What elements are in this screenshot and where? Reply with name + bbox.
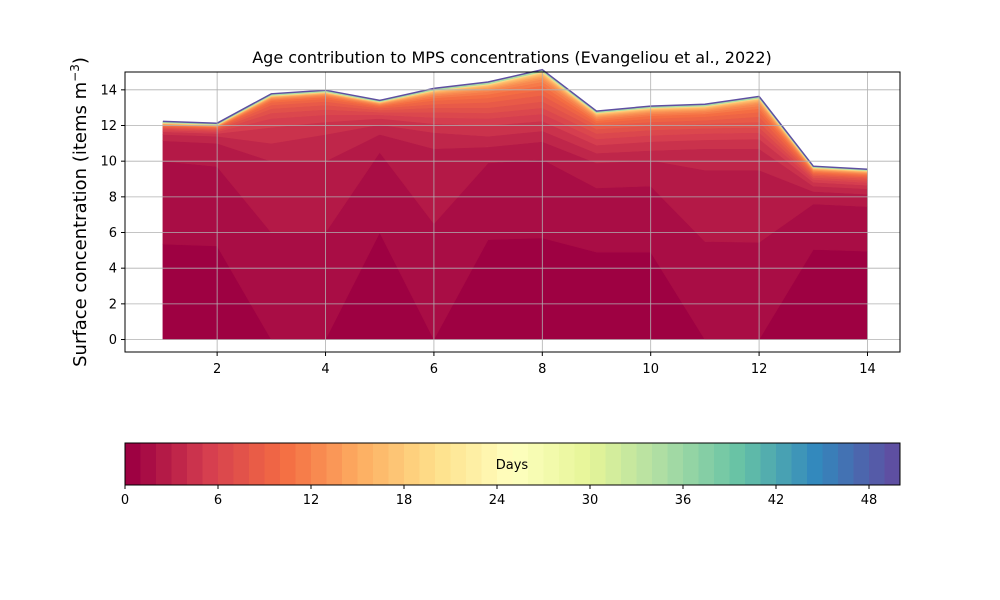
y-axis: 0 2 4 6 8 10 12 14 — [100, 83, 125, 348]
colorbar-tick-label: 18 — [396, 493, 413, 508]
colorbar-cell — [202, 443, 219, 485]
y-tick-label: 6 — [109, 226, 117, 241]
y-axis-label: Surface concentration (items m−3) — [68, 57, 91, 367]
y-axis-label-suffix: ) — [70, 57, 91, 64]
x-tick-label: 4 — [321, 362, 329, 377]
colorbar-cell — [311, 443, 327, 485]
colorbar-cell — [342, 443, 358, 485]
y-axis-label-exponent: −3 — [68, 64, 82, 82]
colorbar-tick-label: 12 — [303, 493, 320, 508]
colorbar-cell — [450, 443, 467, 485]
colorbar-cell — [652, 443, 668, 485]
y-tick-label: 4 — [109, 262, 117, 277]
x-axis: 2 4 6 8 10 12 14 — [213, 352, 876, 377]
y-tick-label: 12 — [100, 119, 117, 134]
colorbar-cell — [233, 443, 250, 485]
colorbar: Days 0 6 12 18 24 30 36 42 48 — [121, 442, 901, 508]
colorbar-cell — [853, 443, 870, 485]
x-tick-label: 14 — [859, 362, 876, 377]
colorbar-cell — [760, 443, 777, 485]
colorbar-cell — [435, 443, 451, 485]
colorbar-cell — [373, 443, 389, 485]
y-tick-label: 14 — [100, 83, 117, 98]
colorbar-cell — [497, 443, 513, 485]
plot-frame — [124, 71, 901, 353]
colorbar-cell — [326, 443, 343, 485]
colorbar-frame — [124, 442, 901, 486]
colorbar-cell — [404, 443, 420, 485]
colorbar-cell — [466, 443, 482, 485]
colorbar-tick-label: 0 — [121, 493, 129, 508]
colorbar-cell — [683, 443, 699, 485]
colorbar-cell — [388, 443, 405, 485]
colorbar-cell — [698, 443, 715, 485]
chart-title: Age contribution to MPS concentrations (… — [252, 48, 772, 67]
colorbar-cell — [295, 443, 312, 485]
colorbar-cell — [481, 443, 498, 485]
colorbar-cell — [869, 443, 885, 485]
colorbar-cell — [357, 443, 374, 485]
colorbar-cell — [264, 443, 281, 485]
colorbar-cell — [822, 443, 839, 485]
x-tick-label: 10 — [642, 362, 659, 377]
colorbar-cell — [884, 443, 901, 485]
colorbar-cell — [776, 443, 792, 485]
colorbar-cell — [838, 443, 854, 485]
colorbar-cell — [140, 443, 157, 485]
y-axis-label-prefix: Surface concentration (items m — [70, 82, 91, 367]
colorbar-cell — [636, 443, 653, 485]
colorbar-cell — [729, 443, 746, 485]
colorbar-cell — [667, 443, 684, 485]
colorbar-cell — [187, 443, 203, 485]
colorbar-tick-label: 30 — [582, 493, 599, 508]
stacked-areas — [162, 68, 868, 341]
colorbar-cell — [125, 443, 141, 485]
colorbar-cell — [714, 443, 730, 485]
colorbar-cell — [171, 443, 188, 485]
colorbar-cell — [621, 443, 637, 485]
y-tick-label: 8 — [109, 190, 117, 205]
colorbar-cell — [280, 443, 296, 485]
colorbar-cell — [791, 443, 808, 485]
colorbar-tick-label: 48 — [861, 493, 878, 508]
colorbar-cell — [605, 443, 622, 485]
colorbar-cell — [512, 443, 529, 485]
colorbar-tick-label: 24 — [489, 493, 506, 508]
colorbar-label: Days — [496, 458, 529, 473]
colorbar-cell — [745, 443, 761, 485]
colorbar-tick-label: 36 — [675, 493, 692, 508]
colorbar-ticks: 0 6 12 18 24 30 36 42 48 — [121, 485, 877, 508]
colorbar-cell — [574, 443, 591, 485]
colorbar-cell — [419, 443, 436, 485]
colorbar-tick-label: 42 — [768, 493, 785, 508]
colorbar-cell — [807, 443, 823, 485]
colorbar-cell — [156, 443, 172, 485]
colorbar-cell — [590, 443, 606, 485]
x-tick-label: 2 — [213, 362, 221, 377]
colorbar-cell — [528, 443, 544, 485]
y-tick-label: 2 — [109, 297, 117, 312]
colorbar-cell — [218, 443, 234, 485]
colorbar-cell — [543, 443, 560, 485]
x-tick-label: 12 — [751, 362, 768, 377]
x-tick-label: 6 — [430, 362, 438, 377]
area-top-edge — [162, 68, 868, 170]
colorbar-tick-label: 6 — [214, 493, 222, 508]
colorbar-cell — [249, 443, 265, 485]
x-tick-label: 8 — [538, 362, 546, 377]
y-tick-label: 10 — [100, 155, 117, 170]
colorbar-cell — [559, 443, 575, 485]
colorbar-cells — [125, 443, 901, 485]
gridlines — [125, 72, 900, 352]
plot-area: 2 4 6 8 10 12 14 0 2 4 6 8 10 12 14 — [100, 68, 901, 377]
y-tick-label: 0 — [109, 333, 117, 348]
